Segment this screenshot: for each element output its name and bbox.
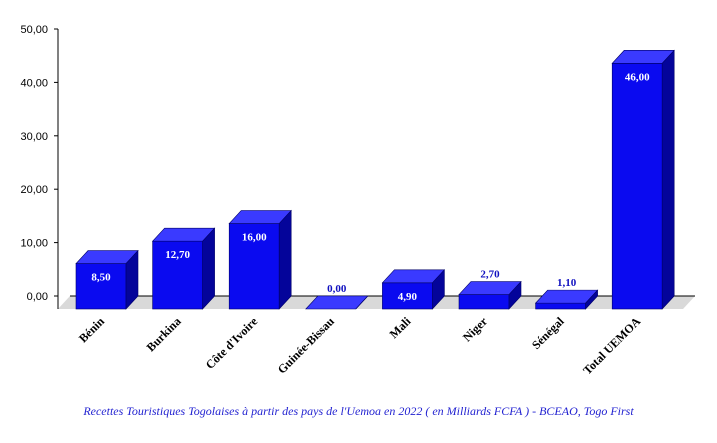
bar-side (432, 269, 445, 310)
data-label: 2,70 (480, 269, 500, 281)
bar-side (661, 49, 675, 310)
data-label: 12,70 (165, 249, 190, 261)
x-category-label: Burkina (144, 314, 184, 354)
x-category-label: Bénin (76, 314, 107, 345)
x-category-label: Mali (387, 314, 414, 341)
x-category-label: Guinée-Bissau (275, 314, 337, 376)
x-category-label: Côte d'Ivoire (203, 314, 261, 372)
y-tick-label: 10,00 (20, 238, 48, 250)
data-label: 0,00 (327, 283, 347, 295)
bar-5 (381, 269, 446, 310)
bar-front (75, 263, 127, 310)
y-tick-label: 0,00 (27, 291, 48, 303)
bar-front (458, 294, 510, 310)
bar-2 (151, 227, 216, 310)
y-tick-label: 50,00 (20, 24, 48, 36)
bar-front (228, 223, 280, 310)
y-tick-label: 40,00 (20, 77, 48, 89)
y-tick-label: 20,00 (20, 184, 48, 196)
x-category-label: Niger (460, 314, 491, 345)
bar-8 (611, 49, 675, 310)
data-label: 16,00 (242, 232, 267, 244)
data-label: 1,10 (557, 277, 577, 289)
bar-side (355, 295, 369, 310)
data-label: 46,00 (625, 71, 650, 83)
bar-side (508, 280, 522, 310)
bar-3 (228, 209, 292, 310)
bar-4 (305, 295, 369, 310)
bar-side (202, 227, 215, 310)
data-label: 8,50 (91, 272, 111, 284)
bar-1 (75, 249, 139, 310)
chart-caption: Recettes Touristiques Togolaises à parti… (83, 404, 634, 418)
bar-7 (534, 289, 599, 310)
bar-front (611, 63, 663, 310)
bar-6 (458, 280, 522, 310)
bar-chart: 0,00 10,00 20,00 30,00 40,00 50,00 8,50 Bénin 12… (20, 24, 695, 377)
x-category-label: Sénégal (529, 314, 567, 352)
bar-side (585, 289, 598, 310)
x-category-label: Total UEMOA (580, 314, 643, 377)
data-label: 4,90 (398, 291, 418, 303)
bar-side (278, 209, 292, 310)
bar-side (125, 249, 139, 310)
y-tick-label: 30,00 (20, 131, 48, 143)
bar-front (535, 302, 586, 310)
